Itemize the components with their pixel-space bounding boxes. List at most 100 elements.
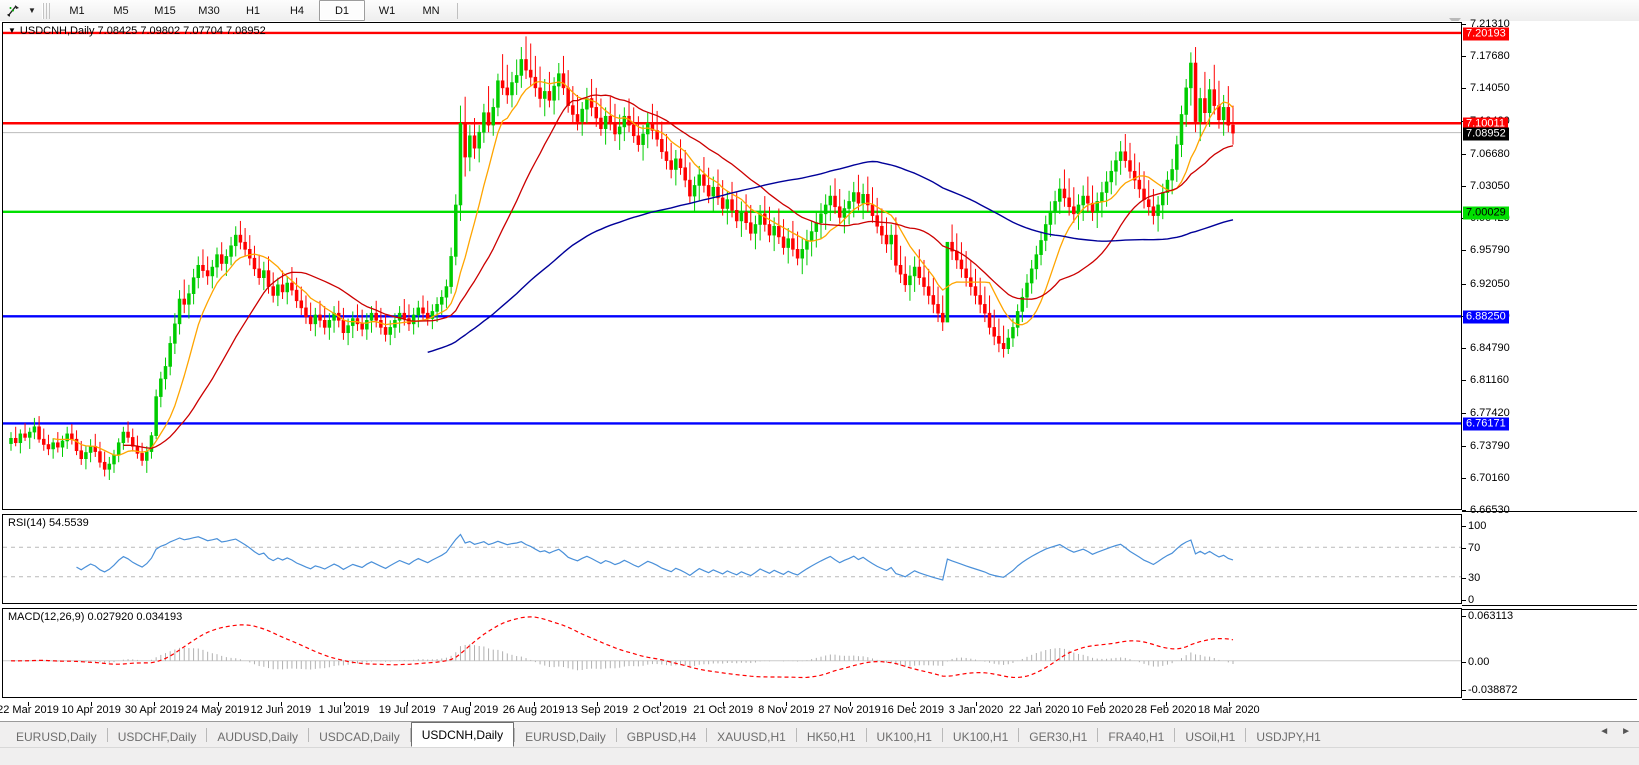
price-tick xyxy=(1462,56,1466,58)
chart-tab-eurusd-daily[interactable]: EURUSD,Daily xyxy=(525,729,606,744)
toolbar-grip[interactable] xyxy=(42,2,51,19)
rsi-line xyxy=(76,533,1234,581)
pivot-label[interactable]: 7.00029 xyxy=(1463,206,1509,220)
chart-tab-usdcnh-daily[interactable]: USDCNH,Daily xyxy=(410,722,515,747)
time-tick xyxy=(1228,702,1230,706)
timeframe-group: M1 M5 M15 M30 H1 H4 D1 W1 MN xyxy=(55,0,453,21)
macd-signal-line xyxy=(10,616,1234,679)
tab-divider xyxy=(206,727,208,742)
time-tick xyxy=(1039,702,1041,706)
tab-scroll-right-icon[interactable]: ► xyxy=(1621,726,1631,737)
chart-tab-usoil-h1[interactable]: USOil,H1 xyxy=(1185,729,1236,744)
timeframe-h4[interactable]: H4 xyxy=(289,4,305,17)
tab-divider xyxy=(615,727,617,742)
tab-divider xyxy=(706,727,708,742)
rsi-tick xyxy=(1462,526,1466,527)
tab-scroll-left-icon[interactable]: ◄ xyxy=(1599,726,1610,737)
price-tick-label: 6.77420 xyxy=(1470,407,1510,420)
time-tick xyxy=(849,702,851,706)
time-tick xyxy=(217,702,219,706)
price-tick-label: 6.73790 xyxy=(1470,439,1510,452)
ma-slow-line xyxy=(427,160,1234,353)
time-tick-label: 24 May 2019 xyxy=(185,704,250,716)
macd-tick xyxy=(1462,616,1466,617)
time-tick-label: 12 Jun 2019 xyxy=(250,704,312,716)
price-axis[interactable]: 7.213107.176807.140507.104207.066807.030… xyxy=(1462,18,1637,700)
tab-divider xyxy=(106,727,108,742)
macd-pane[interactable]: MACD(12,26,9) 0.027920 0.034193 xyxy=(2,608,1462,698)
timeframe-m5[interactable]: M5 xyxy=(113,4,129,17)
price-tick xyxy=(1462,380,1466,382)
time-tick-label: 2 Oct 2019 xyxy=(633,704,687,716)
time-tick xyxy=(596,702,598,706)
chart-tab-gbpusd-h4[interactable]: GBPUSD,H4 xyxy=(626,729,697,744)
time-tick xyxy=(1102,702,1104,706)
time-tick xyxy=(976,702,977,706)
chart-tab-usdjpy-h1[interactable]: USDJPY,H1 xyxy=(1256,729,1321,744)
chart-tab-usdcad-daily[interactable]: USDCAD,Daily xyxy=(319,729,400,744)
time-tick xyxy=(1165,702,1167,706)
time-tick-label: 7 Aug 2019 xyxy=(442,704,499,716)
resistance-label-top[interactable]: 7.20193 xyxy=(1463,27,1509,41)
time-tick-label: 8 Nov 2019 xyxy=(758,704,815,716)
time-tick-label: 1 Jul 2019 xyxy=(318,704,370,716)
chart-tab-ger30-h1[interactable]: GER30,H1 xyxy=(1029,729,1088,744)
price-tick-label: 6.84790 xyxy=(1470,342,1510,354)
timeframe-mn[interactable]: MN xyxy=(422,4,440,17)
price-tick-label: 6.70160 xyxy=(1470,471,1510,484)
support-label-lower[interactable]: 6.76171 xyxy=(1463,417,1509,431)
chart-tab-xauusd-h1[interactable]: XAUUSD,H1 xyxy=(717,729,786,744)
tab-divider xyxy=(1174,727,1176,742)
macd-tick-label: 0.00 xyxy=(1468,655,1490,668)
chart-tab-uk100-h1[interactable]: UK100,H1 xyxy=(876,729,932,744)
chart-tab-eurusd-daily[interactable]: EURUSD,Daily xyxy=(16,729,97,744)
chart-tab-uk100-h1[interactable]: UK100,H1 xyxy=(952,729,1009,744)
support-label-upper[interactable]: 6.88250 xyxy=(1463,310,1509,324)
timeframe-h1[interactable]: H1 xyxy=(245,4,261,17)
time-tick-label: 16 Dec 2019 xyxy=(881,704,944,716)
timeframe-m30[interactable]: M30 xyxy=(198,4,220,17)
candle-series xyxy=(9,36,1235,480)
rsi-tick xyxy=(1462,600,1466,601)
price-tick xyxy=(1462,413,1466,415)
timeframe-m1[interactable]: M1 xyxy=(69,4,85,17)
time-axis[interactable]: 22 Mar 2019 10 Apr 2019 30 Apr 2019 24 May … xyxy=(0,702,1639,721)
rsi-tick xyxy=(1462,577,1466,579)
price-tick xyxy=(1462,477,1466,479)
current-price-label[interactable]: 7.08952 xyxy=(1463,127,1509,141)
chart-tab-audusd-daily[interactable]: AUDUSD,Daily xyxy=(217,729,299,744)
tab-bar-filler xyxy=(0,747,1639,765)
timeframe-m15[interactable]: M15 xyxy=(154,4,176,17)
chart-tab-fra40-h1[interactable]: FRA40,H1 xyxy=(1108,729,1165,744)
time-tick xyxy=(407,702,409,706)
rsi-pane[interactable]: RSI(14) 54.5539 xyxy=(2,514,1462,604)
tab-divider xyxy=(1018,727,1020,742)
timeframe-d1[interactable]: D1 xyxy=(319,0,365,21)
chart-area: ▼ USDCNH,Daily 7.08425 7.09802 7.07704 7.… xyxy=(0,18,1639,702)
chevron-down-icon[interactable]: ▼ xyxy=(28,6,36,15)
tab-divider xyxy=(795,727,797,742)
chart-tab-hk50-h1[interactable]: HK50,H1 xyxy=(806,729,856,744)
time-tick-label: 27 Nov 2019 xyxy=(818,704,881,716)
axis-pane-separator xyxy=(1462,511,1637,512)
tab-divider xyxy=(1097,727,1099,742)
chart-tab-usdchf-daily[interactable]: USDCHF,Daily xyxy=(117,729,197,744)
tab-divider xyxy=(1245,727,1247,742)
chart-tab-bar: EURUSD,Daily USDCHF,Daily AUDUSD,Daily USDC… xyxy=(0,721,1639,765)
time-tick-label: 30 Apr 2019 xyxy=(124,704,185,716)
timeframe-w1[interactable]: W1 xyxy=(378,4,396,17)
time-tick xyxy=(91,702,93,706)
rsi-tick-label: 70 xyxy=(1468,542,1481,555)
time-tick xyxy=(912,702,914,706)
time-tick xyxy=(280,702,282,706)
chart-tabs: EURUSD,Daily USDCHF,Daily AUDUSD,Daily USDC… xyxy=(0,722,1331,747)
crosshair-cursor-icon[interactable] xyxy=(2,1,24,20)
ma-fast-line xyxy=(52,80,1234,456)
price-tick xyxy=(1462,510,1466,511)
price-pane[interactable]: ▼ USDCNH,Daily 7.08425 7.09802 7.07704 7.… xyxy=(2,22,1462,510)
macd-svg xyxy=(3,616,1461,679)
collapse-caret-icon[interactable]: ▼ xyxy=(8,26,16,35)
price-tick xyxy=(1462,348,1466,349)
price-tick-label: 7.14050 xyxy=(1470,82,1510,95)
axis-pane-separator xyxy=(1462,699,1637,700)
